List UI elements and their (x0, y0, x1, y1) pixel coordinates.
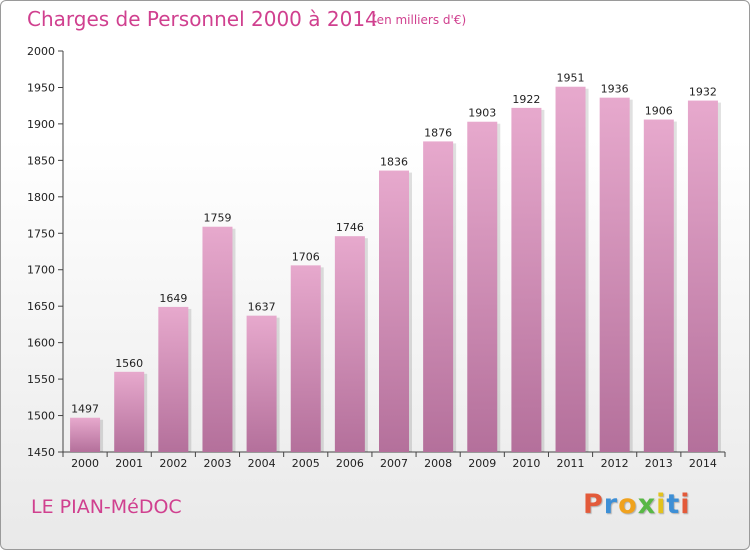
x-tick-label-2013: 2013 (645, 457, 673, 470)
data-label-2007: 1836 (380, 156, 408, 169)
x-tick-label-2003: 2003 (203, 457, 231, 470)
logo-letter: x (637, 489, 657, 520)
bar-2003 (202, 226, 233, 452)
data-label-2002: 1649 (159, 292, 187, 305)
data-label-2006: 1746 (336, 221, 364, 234)
bar-2009 (467, 121, 498, 453)
y-tick-label: 1950 (27, 81, 55, 94)
y-tick-label: 1500 (27, 410, 55, 423)
proxiti-logo: Proxiti (583, 489, 691, 520)
logo-letter: r (603, 489, 619, 520)
commune-name: LE PIAN-MéDOC (31, 496, 182, 518)
bar-2014 (687, 100, 718, 452)
x-tick-label-2007: 2007 (380, 457, 408, 470)
data-label-2008: 1876 (424, 126, 452, 139)
data-label-2003: 1759 (203, 212, 231, 225)
data-label-2013: 1906 (645, 105, 673, 118)
x-tick-label-2004: 2004 (248, 457, 276, 470)
logo-letter: o (618, 489, 638, 520)
data-label-2014: 1932 (689, 86, 717, 99)
bar-2006 (334, 236, 365, 452)
data-label-2010: 1922 (512, 93, 540, 106)
y-tick-label: 1800 (27, 191, 55, 204)
y-tick-label: 1450 (27, 446, 55, 459)
data-label-2009: 1903 (468, 107, 496, 120)
x-tick-label-2006: 2006 (336, 457, 364, 470)
data-label-2000: 1497 (71, 403, 99, 416)
bar-2011 (555, 86, 586, 452)
x-tick-label-2000: 2000 (71, 457, 99, 470)
bar-2002 (158, 306, 189, 452)
bar-2001 (114, 371, 145, 452)
data-label-2001: 1560 (115, 357, 143, 370)
x-tick-label-2008: 2008 (424, 457, 452, 470)
y-tick-label: 1700 (27, 264, 55, 277)
data-label-2005: 1706 (292, 250, 320, 263)
bar-2005 (290, 265, 321, 452)
bar-2008 (423, 141, 454, 452)
bar-2010 (511, 107, 542, 453)
logo-letter: i (680, 489, 691, 520)
x-tick-label-2002: 2002 (159, 457, 187, 470)
logo-letter: t (666, 489, 681, 520)
y-tick-label: 1650 (27, 300, 55, 313)
x-tick-label-2005: 2005 (292, 457, 320, 470)
y-tick-label: 1550 (27, 373, 55, 386)
data-label-2011: 1951 (557, 72, 585, 85)
x-tick-label-2009: 2009 (468, 457, 496, 470)
y-tick-label: 1900 (27, 118, 55, 131)
y-tick-label: 1600 (27, 337, 55, 350)
bar-2004 (246, 315, 277, 452)
logo-letter: P (583, 489, 604, 520)
bar-2013 (643, 119, 674, 452)
y-tick-label: 2000 (27, 45, 55, 58)
x-tick-label-2001: 2001 (115, 457, 143, 470)
x-tick-label-2012: 2012 (601, 457, 629, 470)
x-tick-label-2010: 2010 (512, 457, 540, 470)
y-tick-label: 1850 (27, 154, 55, 167)
x-tick-label-2014: 2014 (689, 457, 717, 470)
data-label-2004: 1637 (248, 301, 276, 314)
data-label-2012: 1936 (601, 83, 629, 96)
bar-2007 (379, 170, 409, 452)
bar-2000 (70, 417, 101, 452)
bar-2012 (599, 97, 630, 453)
logo-letter: i (656, 489, 667, 520)
chart-subtitle: (en milliers d'€) (372, 13, 467, 27)
x-tick-label-2011: 2011 (557, 457, 585, 470)
chart-title: Charges de Personnel 2000 à 2014 (27, 7, 378, 31)
y-tick-label: 1750 (27, 227, 55, 240)
